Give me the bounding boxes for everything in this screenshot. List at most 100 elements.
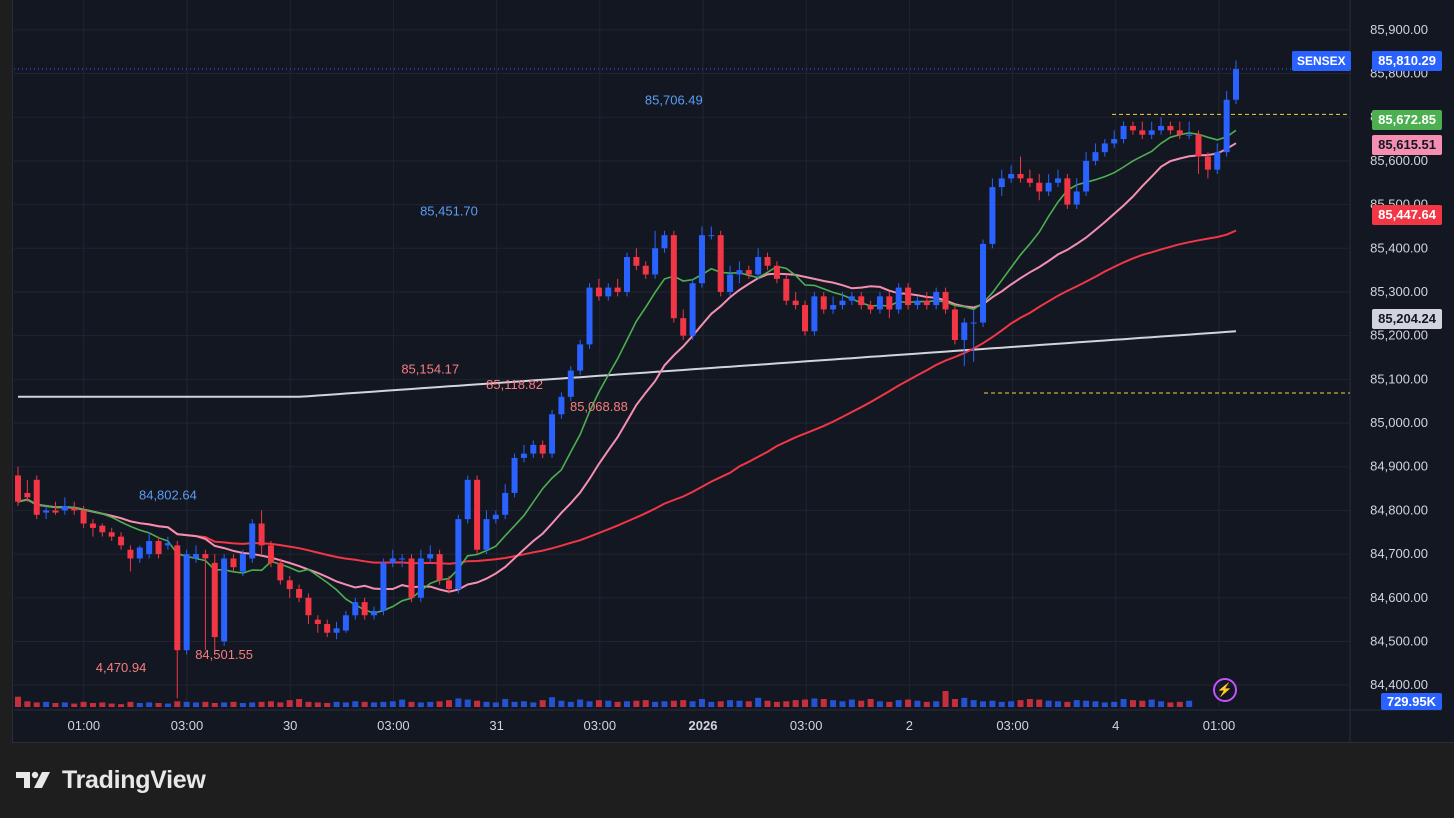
volume-bar [1148,699,1155,707]
volume-bar [717,701,724,707]
x-tick-label: 30 [283,718,297,733]
candle-body [520,453,527,458]
ma-pink-badge: 85,615.51 [1372,135,1442,155]
candle-body [633,257,640,266]
volume-bar [324,703,331,707]
annotation-label: 85,451.70 [420,204,478,219]
volume-bar [980,701,987,707]
volume-bar [483,701,490,707]
volume-bar [71,703,78,707]
x-tick-label: 03:00 [790,718,823,733]
candle-body [89,523,96,528]
volume-bar [905,699,912,707]
candle-body [1139,130,1146,135]
y-tick-label: 85,100.00 [1370,371,1428,386]
candle-body [1073,191,1080,205]
candle-body [296,589,303,598]
volume-bar [708,701,715,707]
candlestick-chart[interactable]: 85,900.0085,800.0085,700.0085,600.0085,5… [0,0,1454,742]
candle-body [436,554,443,581]
candle-body [577,344,584,371]
volume-bar [783,701,790,707]
tradingview-logo-icon [16,771,50,788]
volume-bar [24,701,31,707]
volume-bar [389,701,396,707]
candle-body [539,444,546,454]
y-tick-label: 84,400.00 [1370,677,1428,692]
candle-body [764,257,771,266]
volume-bar [492,702,499,707]
volume-bar [1036,699,1043,707]
volume-bar [80,701,87,707]
y-tick-label: 85,400.00 [1370,240,1428,255]
candle-body [492,514,499,520]
volume-bar [380,701,387,707]
volume-bar [89,703,96,707]
volume-bar [193,702,200,707]
candle-body [1129,125,1136,131]
annotation-label: 85,068.88 [570,399,628,414]
x-tick-label: 03:00 [377,718,410,733]
candle-body [773,265,780,279]
candle-body [652,248,659,275]
y-tick-label: 84,600.00 [1370,590,1428,605]
candle-body [99,525,106,533]
candle-body [286,580,293,590]
volume-bar [1129,700,1136,707]
candle-body [277,562,284,581]
candle-body [455,519,462,590]
candle-body [52,510,59,513]
candle-body [127,549,134,559]
x-tick-label: 01:00 [1203,718,1236,733]
chart-panel[interactable] [12,0,1454,743]
candle-body [1167,125,1174,131]
candle-body [342,615,349,631]
candle-body [689,283,696,336]
volume-bar [549,697,556,707]
volume-bar [408,701,415,707]
volume-bar [436,701,443,707]
volume-bar [839,701,846,707]
volume-bar [258,701,265,707]
candle-body [427,554,434,559]
volume-bar [305,701,312,707]
volume-bar [736,700,743,707]
volume-bar [876,701,883,707]
candle-body [567,370,574,397]
volume-bar [455,698,462,707]
volume-bar [923,701,930,707]
volume-bar [820,699,827,707]
volume-bar [342,702,349,707]
volume-bar [371,702,378,707]
volume-bar [1139,700,1146,707]
volume-bar [961,697,968,707]
candle-body [783,278,790,301]
volume-bar [445,700,452,707]
volume-bar [586,701,593,707]
volume-bar [858,700,865,707]
volume-bar [755,697,762,707]
candle-body [230,558,237,568]
candle-body [1054,178,1061,183]
y-tick-label: 85,600.00 [1370,153,1428,168]
lightning-icon[interactable]: ⚡ [1213,678,1237,702]
candle-body [239,554,246,572]
candle-body [258,523,265,546]
tradingview-brand[interactable]: TradingView [14,764,206,796]
y-tick-label: 84,700.00 [1370,546,1428,561]
y-tick-label: 85,900.00 [1370,22,1428,37]
candle-body [333,628,340,633]
x-tick-label: 03:00 [584,718,617,733]
volume-bar [464,699,471,707]
volume-bar [970,700,977,707]
candle-body [399,558,406,560]
volume-bar [942,691,949,707]
volume-bar [296,699,303,707]
volume-bar [567,701,574,707]
candle-body [970,322,977,324]
candle-body [352,602,359,616]
candle-body [155,540,162,555]
volume-bar [1158,701,1165,707]
volume-bar [1186,700,1193,707]
candle-body [1064,178,1071,205]
